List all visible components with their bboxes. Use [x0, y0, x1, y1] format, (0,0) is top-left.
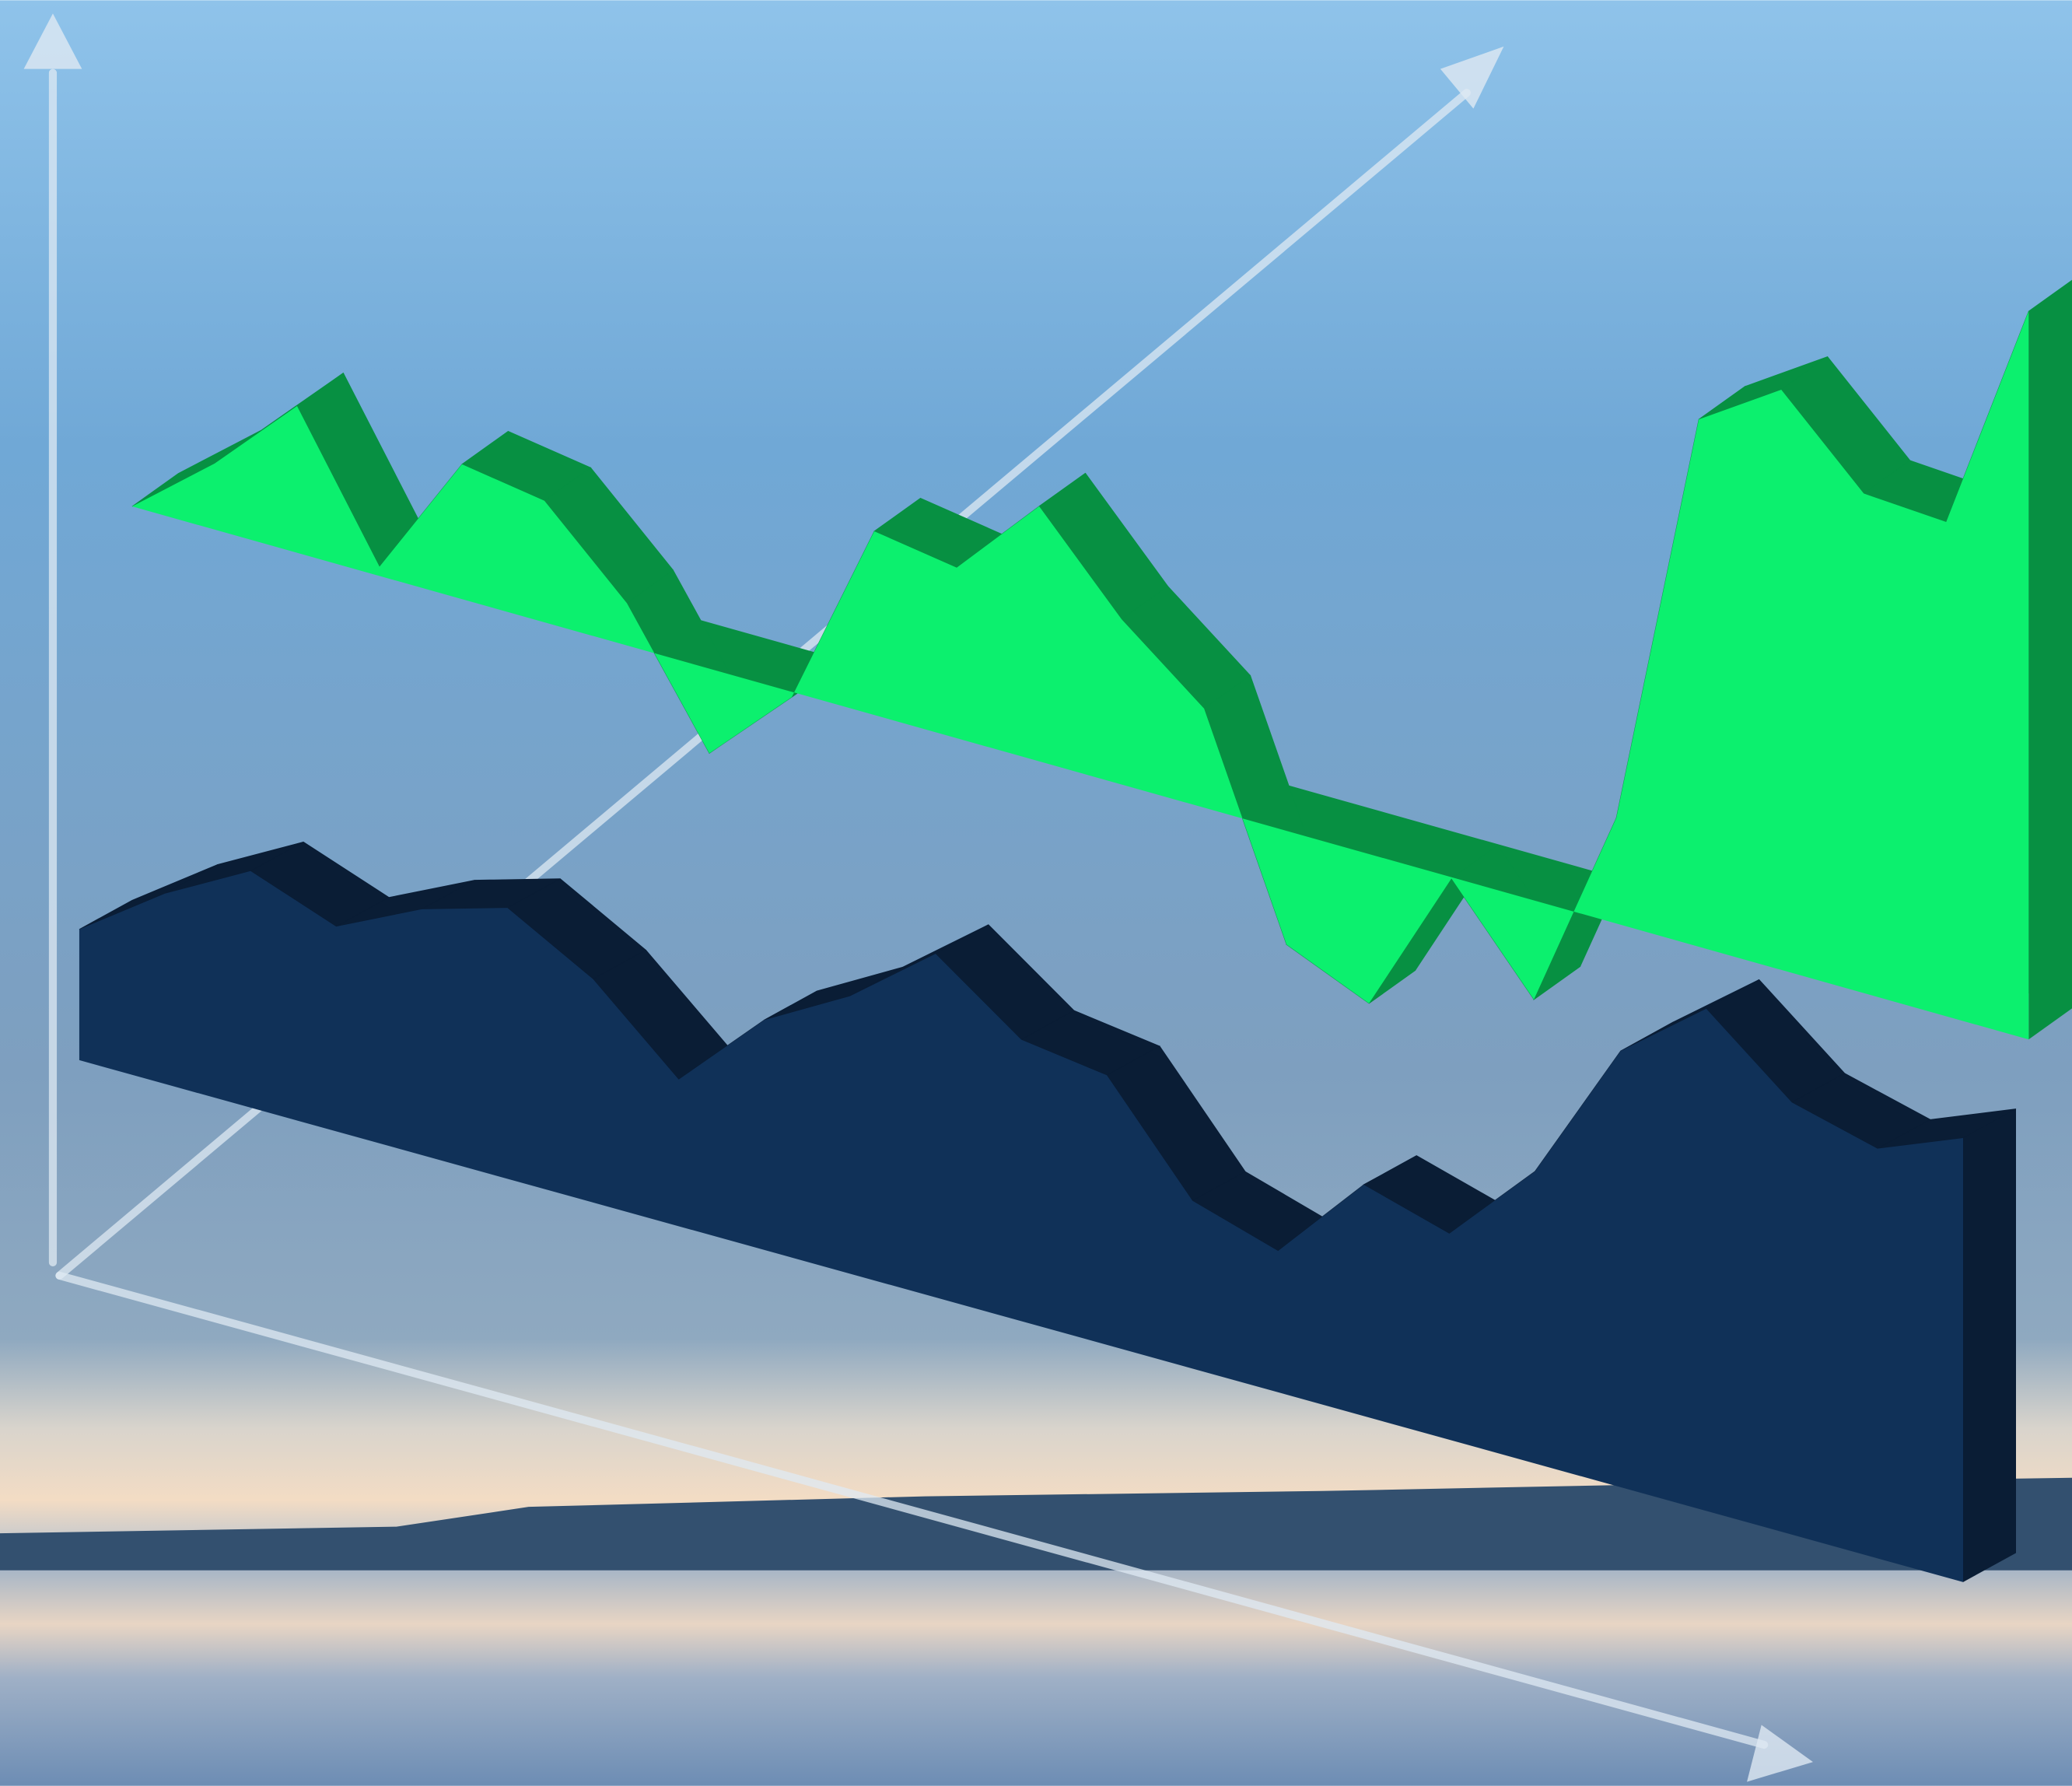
arrowhead: [23, 13, 82, 69]
arrowhead: [1747, 1725, 1813, 1782]
shoreline: [0, 1477, 2072, 1574]
water: [0, 1570, 2072, 1786]
area-end: [2028, 280, 2072, 1040]
arrowheads: [23, 13, 1813, 1782]
area-front: [79, 870, 1964, 1582]
arrowhead: [1440, 46, 1504, 109]
area-front: [131, 311, 2029, 1040]
area-end: [1963, 1108, 2016, 1582]
axis: [55, 1271, 1769, 1749]
